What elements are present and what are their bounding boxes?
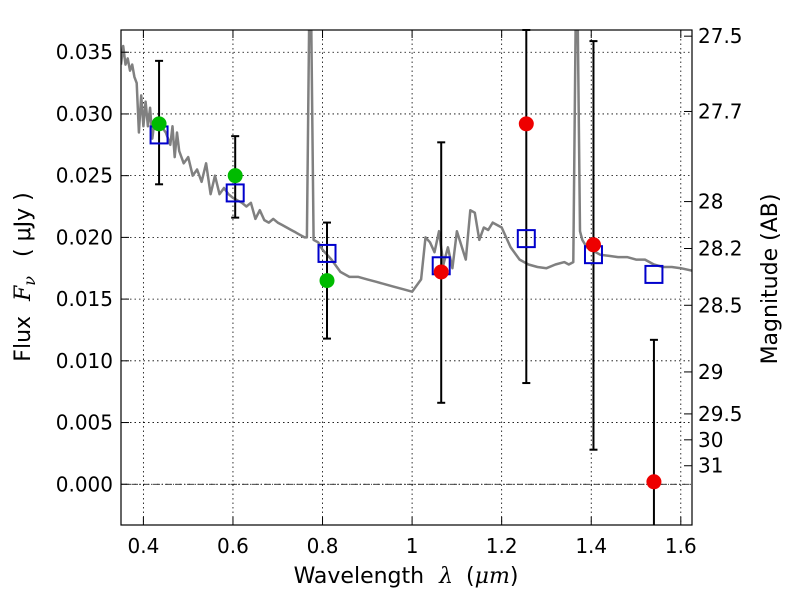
y2-tick-label: 29 — [698, 360, 723, 384]
y-axis-ticks: 0.000 0.005 0.010 0.015 0.020 0.025 0.030 0.035 — [56, 40, 129, 496]
x-tick-label: 0.6 — [217, 534, 249, 558]
y2-tick-label: 27.7 — [698, 99, 743, 123]
model-photometry-square — [317, 243, 337, 263]
y2-tick-label: 28.2 — [698, 236, 743, 260]
detection-point — [227, 168, 243, 184]
y-tick-label: 0.020 — [56, 225, 113, 249]
nondetection-point — [518, 116, 534, 132]
plot-background — [121, 30, 692, 525]
x-tick-label: 1.6 — [665, 534, 697, 558]
x-tick-label: 0.8 — [307, 534, 339, 558]
y2-tick-label: 30 — [698, 428, 723, 452]
x-tick-label: 1.4 — [575, 534, 607, 558]
x-axis-label-symbol: λ — [438, 564, 453, 589]
model-photometry-square — [225, 183, 245, 203]
x-axis-label-unit-open: ( — [466, 564, 475, 589]
x-tick-label: 1.2 — [486, 534, 518, 558]
y-axis-label: Flux Fν ( μJy ) — [11, 192, 41, 361]
detection-point — [151, 116, 167, 132]
x-tick-label: 1 — [406, 534, 419, 558]
x-axis-label: Wavelength λ (μm) — [294, 564, 519, 589]
y-axis-label-symbol: F — [11, 285, 36, 302]
model-photometry-square — [644, 264, 664, 284]
y2-tick-label: 31 — [698, 454, 723, 478]
y-tick-label: 0.010 — [56, 349, 113, 373]
y2-tick-label: 28.5 — [698, 293, 743, 317]
y-axis-label-unit: ( μJy ) — [11, 192, 36, 257]
y2-tick-label: 28 — [698, 190, 723, 214]
x-axis-label-text: Wavelength — [294, 564, 425, 589]
x-axis-ticks: 0.4 0.6 0.8 1 1.2 1.4 1.6 — [127, 30, 697, 558]
y2-axis-label: Magnitude (AB) — [758, 194, 783, 365]
nondetection-point — [433, 264, 449, 280]
y2-tick-label: 29.5 — [698, 402, 743, 426]
detection-point — [319, 273, 335, 289]
y-tick-label: 0.025 — [56, 164, 113, 188]
error-bars — [149, 29, 664, 525]
y-tick-label: 0.000 — [56, 472, 113, 496]
y-tick-label: 0.015 — [56, 287, 113, 311]
x-axis-label-unit: μm — [475, 564, 510, 589]
plot-frame — [120, 29, 693, 526]
y-tick-label: 0.005 — [56, 411, 113, 435]
y-axis-label-subscript: ν — [20, 276, 39, 286]
y-tick-label: 0.030 — [56, 102, 113, 126]
nondetection-point — [646, 474, 662, 490]
model-photometry-square — [516, 229, 536, 249]
x-axis-label-unit-close: ) — [510, 564, 519, 589]
y-tick-label: 0.035 — [56, 40, 113, 64]
y-axis-label-text: Flux — [11, 316, 36, 362]
nondetection-point — [585, 237, 601, 253]
y2-tick-label: 27.5 — [698, 24, 743, 48]
x-tick-label: 0.4 — [127, 534, 159, 558]
